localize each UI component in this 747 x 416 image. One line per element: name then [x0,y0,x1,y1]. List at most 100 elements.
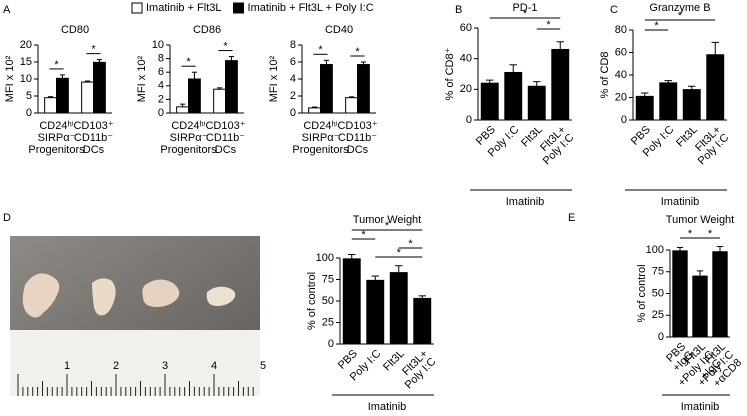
x-tick-label: CD103⁺ [205,120,245,132]
ruler-label: 1 [64,360,70,372]
y-tick-label: 4 [290,73,296,85]
bar [357,64,370,114]
x-tick-label: Progenitors [160,144,217,156]
significance-label: * [318,44,323,56]
x-tick-label: SIRPα⁻ [170,132,208,144]
y-tick-label: 25 [652,309,664,321]
significance-label: * [385,220,390,232]
bar [527,85,546,121]
bar [188,78,201,114]
bar [672,250,688,338]
y-tick-label: 0 [290,107,296,119]
bar [213,88,227,114]
y-tick-label: 100 [646,244,664,256]
y-axis-label: % of control [636,264,648,322]
y-tick-label: 40 [460,53,472,65]
ruler-label: 4 [211,360,217,372]
y-tick-label: 15 [20,56,32,68]
y-axis-label: MFI x 10² [4,55,16,102]
bar [413,297,432,345]
ruler-label: 5 [260,360,266,372]
y-tick-label: 0 [328,338,334,350]
bar [504,71,523,121]
x-tick-label: SIRPα⁻ [38,132,76,144]
x-tick-label: Progenitors [28,144,85,156]
y-tick-label: 0 [158,107,164,119]
significance-label: * [654,20,659,32]
y-tick-label: 2 [290,90,296,102]
significance-label: * [408,238,413,250]
bar [635,95,654,121]
y-tick-label: 60 [460,22,472,34]
y-tick-label: 10 [20,73,32,85]
significance-label: * [186,56,191,68]
y-tick-label: 100 [316,252,334,264]
tumor-photo: 1 2 3 4 5 [10,236,266,396]
panel-letter: E [568,212,575,224]
bar [56,77,69,114]
y-tick-label: 20 [20,39,32,51]
y-axis-label: % of CD8⁺ [444,47,456,100]
group-label: Imatinib [506,196,545,208]
significance-label: * [397,247,402,259]
panel-letter: A [3,4,11,16]
significance-label: * [546,19,551,31]
x-tick-label: CD24ʰⁱ [171,120,205,132]
y-tick-label: 10 [152,39,164,51]
significance-label: * [523,8,528,20]
panel-letter: D [3,212,11,224]
x-tick-label: DCs [83,144,105,156]
y-tick-label: 75 [322,273,334,285]
x-tick-label: Progenitors [292,144,349,156]
ruler: 1 2 3 4 5 [17,360,266,396]
bar [225,60,238,114]
y-tick-label: 40 [615,69,627,81]
y-tick-label: 8 [158,53,164,65]
y-tick-label: 6 [158,66,164,78]
significance-label: * [678,10,683,22]
y-tick-label: 20 [615,91,627,103]
group-label: Imatinib [681,401,720,413]
ruler-label: 3 [162,360,168,372]
bar [706,54,725,121]
x-tick-label: CD103⁺ [337,120,377,132]
chart-title: Tumor Weight [666,214,734,226]
chart-title: Granzyme B [649,2,710,14]
y-tick-label: 50 [322,295,334,307]
y-tick-label: 2 [158,93,164,105]
y-tick-label: 8 [290,39,296,51]
bar [659,82,678,121]
x-tick-label: CD11b⁻ [338,132,377,144]
legend-label: Imatinib + Flt3L [146,2,222,14]
chart-title: CD40 [325,24,353,36]
y-tick-label: 5 [26,90,32,102]
y-tick-label: 0 [621,114,627,126]
significance-label: * [91,44,96,56]
ruler-label: 2 [113,360,119,372]
x-tick-label: DCs [347,144,369,156]
y-axis-label: MFI x 10² [136,55,148,102]
y-tick-label: 0 [658,331,664,343]
bar [93,61,106,114]
significance-label: * [223,40,228,52]
y-tick-label: 25 [322,316,334,328]
y-tick-label: 50 [652,287,664,299]
y-axis-label: MFI x 10² [268,55,280,102]
bar [551,48,570,121]
bar [366,279,385,345]
chart-title: CD86 [193,24,221,36]
significance-label: * [361,229,366,241]
x-tick-label: SIRPα⁻ [302,132,340,144]
bar [480,82,499,121]
significance-label: * [688,228,693,240]
x-tick-label: CD24ʰⁱ [39,120,73,132]
chart-title: Tumor Weight [353,214,421,226]
x-tick-label: DCs [215,144,237,156]
x-tick-label: CD11b⁻ [206,132,245,144]
legend-label: Imatinib + Flt3L + Poly I:C [248,2,374,14]
y-tick-label: 20 [460,83,472,95]
bar [389,272,408,345]
bar [342,258,361,345]
y-tick-label: 4 [158,80,164,92]
